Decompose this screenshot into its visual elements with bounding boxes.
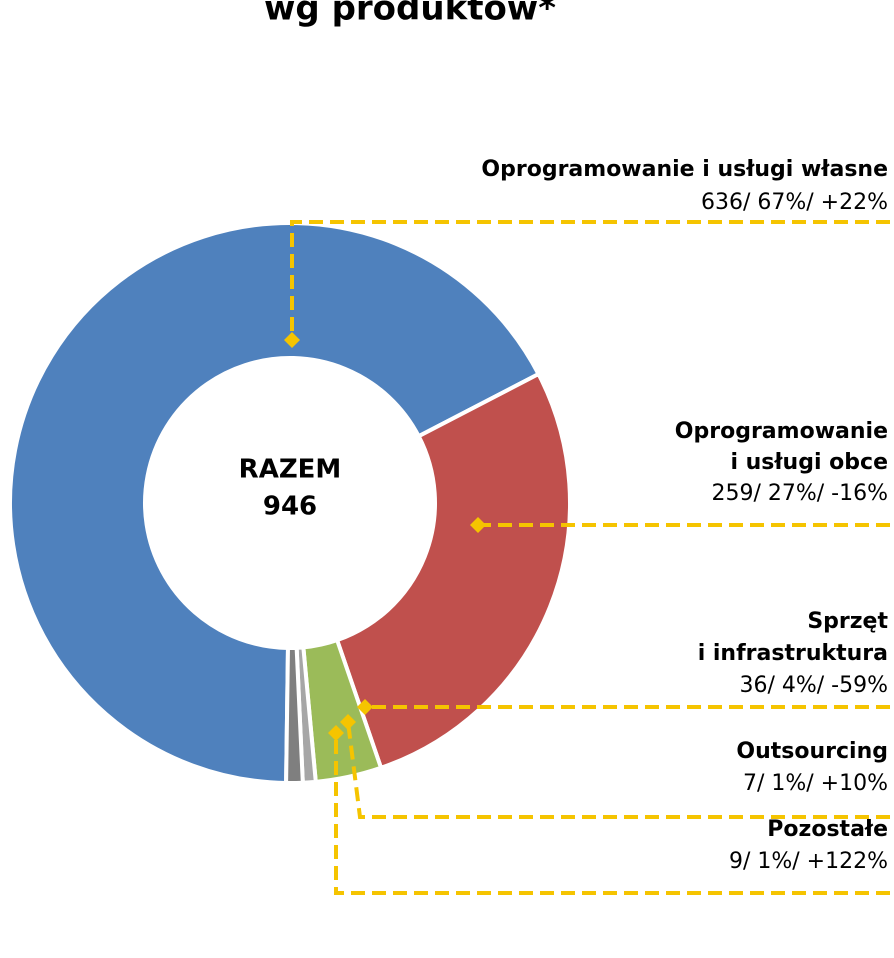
- callout-marker: [328, 725, 344, 741]
- data-label: 9/ 1%/ +122%: [729, 849, 888, 874]
- callout-marker: [470, 517, 486, 533]
- callout-line: [334, 733, 890, 895]
- legend-label: i usługi obce: [730, 450, 888, 475]
- legend-label: Outsourcing: [736, 739, 888, 764]
- donut-segment: [284, 645, 305, 786]
- data-label: 36/ 4%/ -59%: [739, 673, 888, 698]
- legend-label: Oprogramowanie: [675, 419, 888, 444]
- data-label: 7/ 1%/ +10%: [743, 771, 888, 796]
- callout-marker: [340, 714, 356, 730]
- legend-label: i infrastruktura: [698, 641, 888, 666]
- center-label: 946: [263, 492, 317, 522]
- donut-segment: [334, 371, 572, 771]
- donut-segment: [8, 221, 542, 786]
- legend-label: Oprogramowanie i usługi własne: [481, 157, 888, 182]
- callout-line: [346, 721, 890, 819]
- callout-marker: [357, 699, 373, 715]
- data-label: 259/ 27%/ -16%: [711, 481, 888, 506]
- callout-marker: [284, 332, 300, 348]
- legend-label: Pozostałe: [767, 817, 888, 842]
- chart-title: wg produktów*: [264, 0, 556, 29]
- callout-line: [290, 220, 890, 340]
- data-label: 636/ 67%/ +22%: [701, 190, 888, 215]
- legend-label: Sprzęt: [807, 609, 888, 634]
- center-label: RAZEM: [239, 455, 342, 485]
